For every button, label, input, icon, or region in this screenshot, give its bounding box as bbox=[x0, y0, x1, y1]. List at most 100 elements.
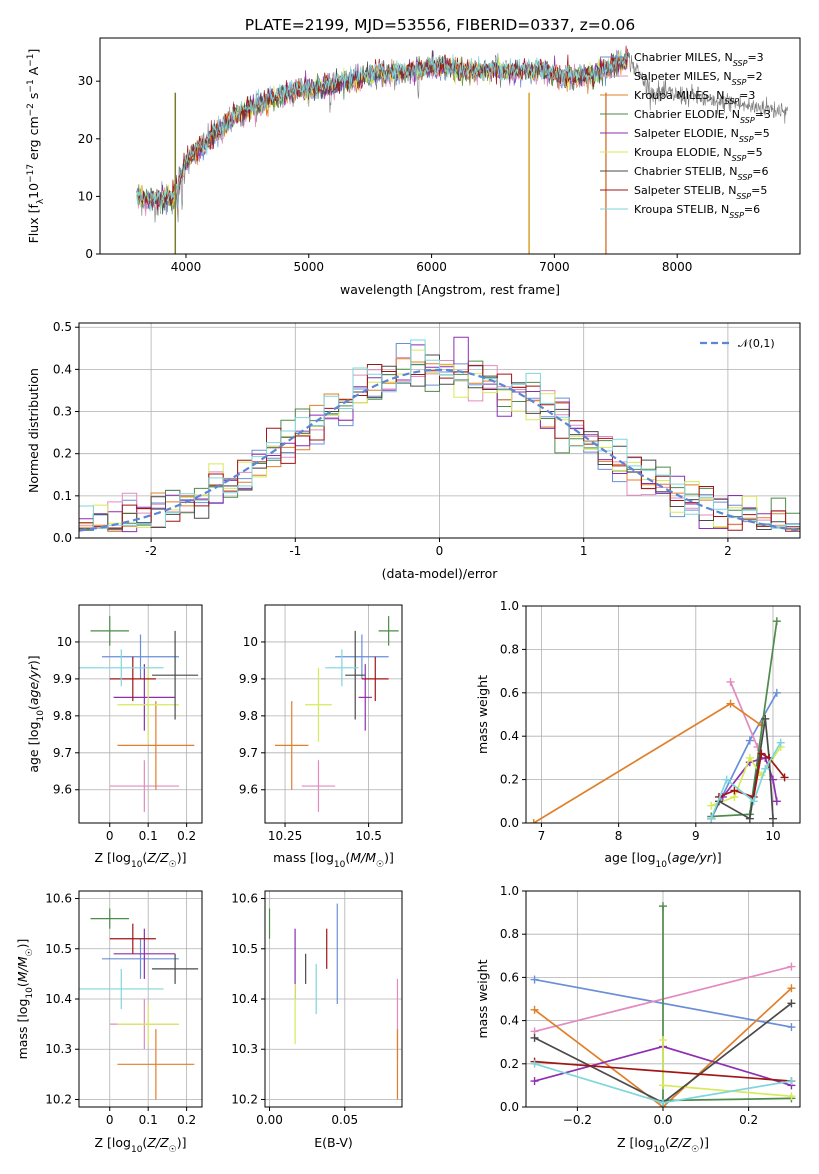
legend-text: Chabrier STELIB, N bbox=[634, 165, 738, 178]
legend-sub: SSP bbox=[738, 173, 753, 182]
y-tick-label: 10.3 bbox=[45, 1042, 72, 1056]
errorbar-point bbox=[152, 630, 199, 720]
legend-entry: Kroupa MILES, NSSP=3 bbox=[634, 89, 755, 106]
axes: 4000 5000 6000 7000 8000 0 10 20 30 wavelength [A… bbox=[26, 37, 801, 297]
legend-text: Salpeter MILES, N bbox=[634, 70, 732, 83]
label-part: Z/Z bbox=[146, 1135, 169, 1150]
grid-lines bbox=[265, 605, 402, 823]
label-part: 10 bbox=[131, 1145, 143, 1155]
weight-marker bbox=[787, 999, 796, 1008]
weight-series-line bbox=[534, 1060, 792, 1082]
legend-tail: =3 bbox=[739, 89, 755, 102]
y-axis-label: mass [log10(M/M☉)] bbox=[15, 939, 35, 1060]
legend-entry: Salpeter ELODIE, NSSP=5 bbox=[634, 127, 770, 144]
label-part: erg cm bbox=[26, 116, 41, 164]
errorbar-point bbox=[345, 630, 366, 720]
y-tick-label: 0.5 bbox=[53, 320, 72, 334]
x-axis-label: Z [log10(Z/Z☉)] bbox=[95, 850, 187, 870]
x-axis-label: Z [log10(Z/Z☉)] bbox=[95, 1135, 187, 1155]
legend-entry: Kroupa STELIB, NSSP=6 bbox=[634, 203, 760, 220]
errorbar-point bbox=[335, 634, 389, 679]
y-axis-label: Normed distribution bbox=[26, 368, 41, 493]
y-tick-label: 0.0 bbox=[500, 816, 519, 830]
errorbar-point bbox=[378, 616, 399, 646]
mass-vs-extinction-panel: 0.00 0.05 10.2 10.3 10.4 10.5 10.6 E(B-V) bbox=[231, 890, 403, 1150]
legend-sub: SSP bbox=[733, 59, 748, 68]
y-tick-label: 10.2 bbox=[231, 1092, 258, 1106]
label-part: −17 bbox=[26, 164, 36, 183]
x-tick-label: 8 bbox=[615, 829, 623, 843]
x-tick-label: 0 bbox=[106, 829, 114, 843]
x-tick-label: 0.1 bbox=[139, 829, 158, 843]
label-part: λ bbox=[36, 198, 46, 204]
label-part: ( bbox=[345, 850, 350, 865]
label-part: M/M bbox=[350, 850, 376, 865]
x-tick-label: -2 bbox=[145, 544, 157, 558]
errorbar-point bbox=[361, 656, 389, 702]
label-part: )] bbox=[177, 850, 187, 865]
weight-marker bbox=[530, 1005, 539, 1014]
y-tick-label: 1.0 bbox=[500, 884, 519, 898]
legend-entry: Chabrier STELIB, NSSP=6 bbox=[634, 165, 768, 182]
y-tick-label: 10.5 bbox=[45, 942, 72, 956]
y-tick-label: 9.7 bbox=[53, 746, 72, 760]
legend-tail: =2 bbox=[746, 70, 762, 83]
label-part: ☉ bbox=[691, 1145, 699, 1155]
label-part: )] bbox=[699, 1135, 709, 1150]
weight-marker bbox=[530, 975, 539, 984]
x-tick-label: 9 bbox=[692, 829, 700, 843]
label-part: )] bbox=[26, 655, 41, 665]
weight-marker bbox=[761, 764, 770, 773]
legend-entry: Chabrier MILES, NSSP=3 bbox=[634, 51, 764, 68]
weight-marker bbox=[659, 1098, 667, 1107]
label-part: )] bbox=[712, 850, 722, 865]
legend-tail: =6 bbox=[752, 165, 768, 178]
legend-entry: Salpeter STELIB, NSSP=5 bbox=[634, 184, 767, 201]
y-tick-label: 9.8 bbox=[239, 709, 258, 723]
errorbar-point bbox=[301, 760, 336, 812]
mass-vs-metallicity-panel: 0 0.1 0.210.210.310.410.510.6Z [log10(Z/Z☉… bbox=[15, 890, 203, 1155]
errorbar-point bbox=[358, 664, 372, 731]
label-part: s bbox=[26, 93, 41, 104]
y-tick-label: 9.6 bbox=[53, 783, 72, 797]
y-axis-label: mass weight bbox=[475, 675, 490, 754]
weight-marker bbox=[659, 1036, 667, 1045]
legend-entry: Salpeter MILES, NSSP=2 bbox=[634, 70, 763, 87]
y-tick-label: 0.8 bbox=[500, 927, 519, 941]
legend-tail: =5 bbox=[751, 184, 767, 197]
x-tick-label: 8000 bbox=[662, 260, 693, 274]
y-tick-label: 0.8 bbox=[500, 642, 519, 656]
grid-lines bbox=[265, 891, 402, 1107]
y-tick-label: 10.4 bbox=[45, 992, 72, 1006]
x-tick-label: 0.2 bbox=[739, 1113, 758, 1127]
label-part: −2 bbox=[26, 103, 36, 116]
label-part: mass [log bbox=[15, 999, 30, 1060]
legend-tail: =5 bbox=[754, 127, 770, 140]
weight-marker bbox=[707, 801, 716, 810]
label-part: age/yr bbox=[672, 850, 713, 865]
y-tick-label: 9.6 bbox=[239, 783, 258, 797]
y-tick-label: 9.9 bbox=[53, 672, 72, 686]
weight-marker bbox=[659, 1081, 667, 1090]
legend-sub: SSP bbox=[740, 116, 755, 125]
errorbar-point bbox=[90, 908, 129, 929]
plot-area bbox=[79, 616, 199, 812]
y-axis-label: age [log10(age/yr)] bbox=[26, 655, 46, 772]
weight-series-line bbox=[718, 752, 786, 799]
weight-marker bbox=[659, 902, 667, 911]
errorbar-point bbox=[275, 701, 309, 790]
y-tick-label: 0.2 bbox=[53, 447, 72, 461]
errorbar-point bbox=[109, 923, 156, 954]
y-tick-label: 10 bbox=[78, 189, 93, 203]
weight-marker bbox=[726, 677, 735, 686]
axes: −0.2 0.0 0.2 0.0 0.2 0.4 0.6 0.8 1.0 Z [log10(Z/Z… bbox=[475, 884, 801, 1155]
x-tick-label: 7000 bbox=[539, 260, 570, 274]
y-tick-label: 0 bbox=[85, 247, 93, 261]
weight-marker bbox=[772, 617, 781, 626]
x-tick-label: 10.25 bbox=[268, 829, 302, 843]
legend-sub: SSP bbox=[729, 211, 744, 220]
label-part: ☉ bbox=[25, 948, 35, 956]
label-part: ( bbox=[15, 982, 30, 987]
